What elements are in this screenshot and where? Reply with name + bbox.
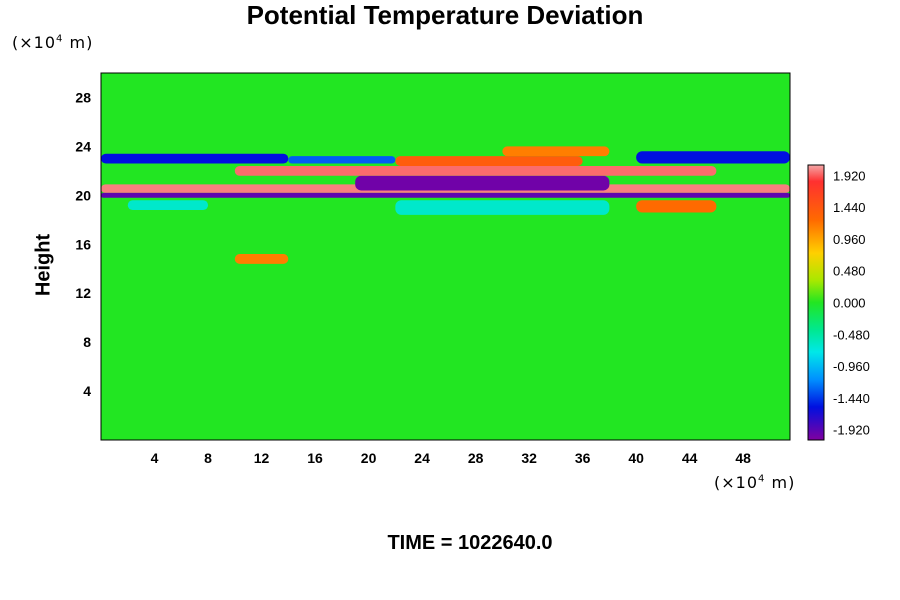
- field-band-8: [288, 156, 396, 164]
- field-band-1: [101, 192, 790, 198]
- x-tick-label: 44: [682, 450, 698, 466]
- colorbar-tick-label: -1.440: [833, 391, 870, 406]
- x-tick-label: 8: [204, 450, 212, 466]
- field-band-7: [636, 151, 790, 164]
- field-band-5: [502, 146, 610, 157]
- colorbar: 1.920 1.440 0.960 0.480 0.000 -0.480 -0.960 -1.…: [807, 164, 870, 441]
- y-tick-label: 12: [75, 285, 91, 301]
- field-band-2: [355, 175, 610, 191]
- field-band-3: [234, 165, 717, 176]
- y-tick-label: 28: [75, 89, 91, 105]
- x-axis-unit: (×104 m): [714, 473, 796, 492]
- x-tick-label: 40: [628, 450, 644, 466]
- colorbar-tick-label: 1.920: [833, 168, 866, 183]
- field-band-11: [395, 200, 610, 215]
- y-axis: 4 8 12 16 20 24 28: [75, 89, 91, 399]
- y-tick-label: 4: [83, 383, 91, 399]
- colorbar-tick-label: -0.960: [833, 359, 870, 374]
- field-band-12: [636, 200, 717, 213]
- colorbar-tick-label: 0.000: [833, 296, 866, 311]
- y-tick-label: 16: [75, 236, 91, 252]
- y-tick-label: 8: [83, 334, 91, 350]
- colorbar-tick-label: -0.480: [833, 327, 870, 342]
- colorbar-tick-label: -1.920: [833, 423, 870, 438]
- x-tick-label: 4: [151, 450, 159, 466]
- field-background: [101, 73, 790, 440]
- x-tick-label: 36: [575, 450, 591, 466]
- x-tick-label: 20: [361, 450, 377, 466]
- field-band-6: [101, 153, 289, 164]
- y-axis-unit: (×104 m): [12, 33, 94, 52]
- x-tick-label: 12: [254, 450, 270, 466]
- x-tick-label: 48: [735, 450, 751, 466]
- field-band-10: [234, 254, 289, 264]
- x-axis: 4 8 12 16 20 24 28 32 36 40 44 48: [151, 450, 752, 466]
- x-tick-label: 16: [307, 450, 323, 466]
- field-band-4: [395, 156, 583, 166]
- time-label: TIME = 1022640.0: [387, 532, 553, 554]
- y-tick-label: 24: [75, 138, 91, 154]
- plot-area: [101, 73, 790, 440]
- x-tick-label: 28: [468, 450, 484, 466]
- colorbar-tick-label: 0.960: [833, 232, 866, 247]
- x-tick-label: 24: [414, 450, 430, 466]
- y-tick-label: 20: [75, 187, 91, 203]
- colorbar-scale: [807, 164, 825, 441]
- field-band-9: [127, 200, 209, 211]
- colorbar-tick-label: 1.440: [833, 200, 866, 215]
- chart-title: Potential Temperature Deviation: [246, 0, 644, 30]
- plot-frame: [100, 72, 791, 441]
- x-tick-label: 32: [521, 450, 537, 466]
- colorbar-tick-label: 0.480: [833, 264, 866, 279]
